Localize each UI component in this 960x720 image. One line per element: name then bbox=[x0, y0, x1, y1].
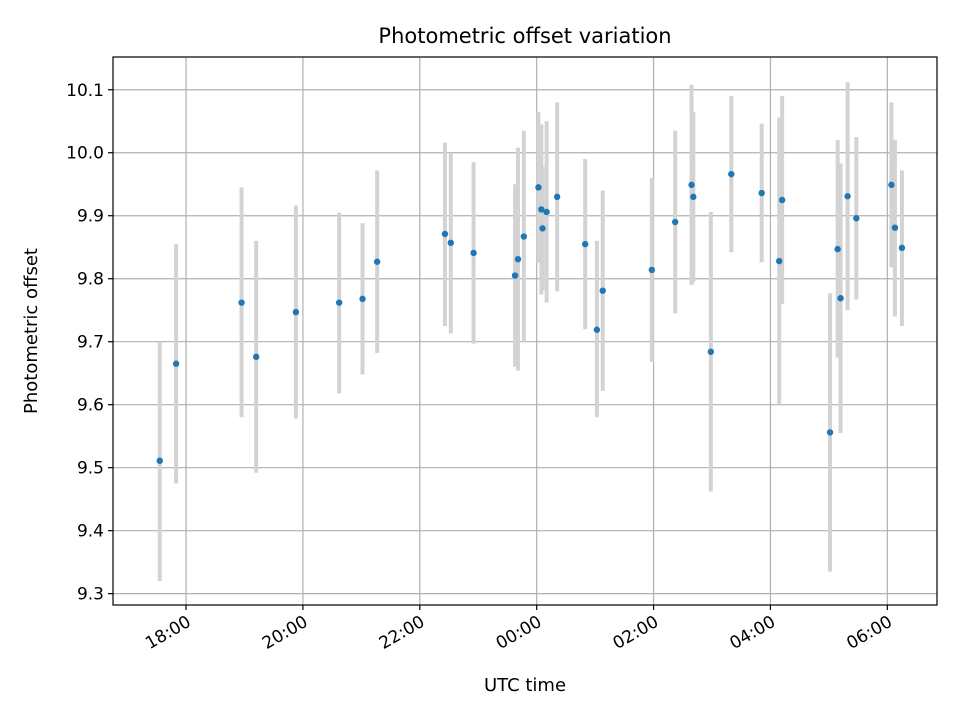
data-point bbox=[728, 170, 735, 178]
data-point bbox=[826, 429, 834, 436]
y-tick-label: 10.1 bbox=[66, 81, 104, 101]
data-point bbox=[335, 299, 343, 306]
data-point bbox=[543, 208, 550, 216]
data-point bbox=[238, 299, 245, 306]
data-point bbox=[593, 326, 601, 333]
y-tick-label: 9.3 bbox=[77, 585, 104, 605]
data-point bbox=[776, 257, 783, 265]
data-point bbox=[844, 193, 851, 200]
data-point bbox=[834, 245, 841, 253]
data-point bbox=[690, 193, 697, 201]
y-tick-label: 9.7 bbox=[77, 333, 104, 353]
data-point bbox=[156, 457, 163, 464]
data-point bbox=[891, 224, 899, 231]
data-point bbox=[252, 353, 260, 361]
data-point bbox=[292, 308, 300, 316]
y-tick-label: 9.4 bbox=[77, 522, 104, 542]
data-point bbox=[441, 230, 449, 238]
data-point bbox=[778, 196, 786, 204]
data-point bbox=[671, 218, 679, 226]
data-point bbox=[373, 258, 381, 265]
data-point bbox=[599, 287, 606, 294]
data-points bbox=[156, 170, 906, 464]
y-tick-label: 10.0 bbox=[66, 144, 104, 164]
y-axis-title: Photometric offset bbox=[21, 248, 42, 414]
y-tick-label: 9.6 bbox=[77, 396, 104, 416]
y-tick-label: 9.5 bbox=[77, 459, 104, 479]
data-point bbox=[837, 295, 844, 302]
data-point bbox=[688, 181, 695, 189]
data-point bbox=[553, 193, 561, 201]
data-point bbox=[511, 272, 519, 279]
data-point bbox=[535, 184, 542, 191]
data-point bbox=[888, 181, 895, 189]
data-point bbox=[648, 266, 656, 274]
plot-area-frame bbox=[112, 56, 938, 606]
data-point bbox=[758, 189, 765, 197]
y-axis-ticks: 9.3 9.4 9.5 9.6 9.7 9.8 9.9 10.0 10.1 bbox=[66, 81, 113, 605]
x-axis-title: UTC time bbox=[484, 675, 566, 696]
data-point bbox=[447, 239, 454, 247]
data-point bbox=[359, 295, 366, 303]
data-point bbox=[172, 360, 180, 367]
data-point bbox=[470, 249, 477, 257]
chart-title: Photometric offset variation bbox=[378, 24, 671, 48]
data-point bbox=[581, 240, 589, 248]
data-point bbox=[514, 255, 522, 263]
y-tick-label: 9.9 bbox=[77, 207, 104, 227]
data-point bbox=[707, 348, 715, 355]
data-point bbox=[539, 225, 546, 232]
data-point bbox=[520, 233, 528, 240]
data-point bbox=[538, 206, 545, 213]
data-point bbox=[853, 215, 860, 222]
y-tick-label: 9.8 bbox=[77, 270, 104, 290]
data-point bbox=[898, 244, 906, 252]
